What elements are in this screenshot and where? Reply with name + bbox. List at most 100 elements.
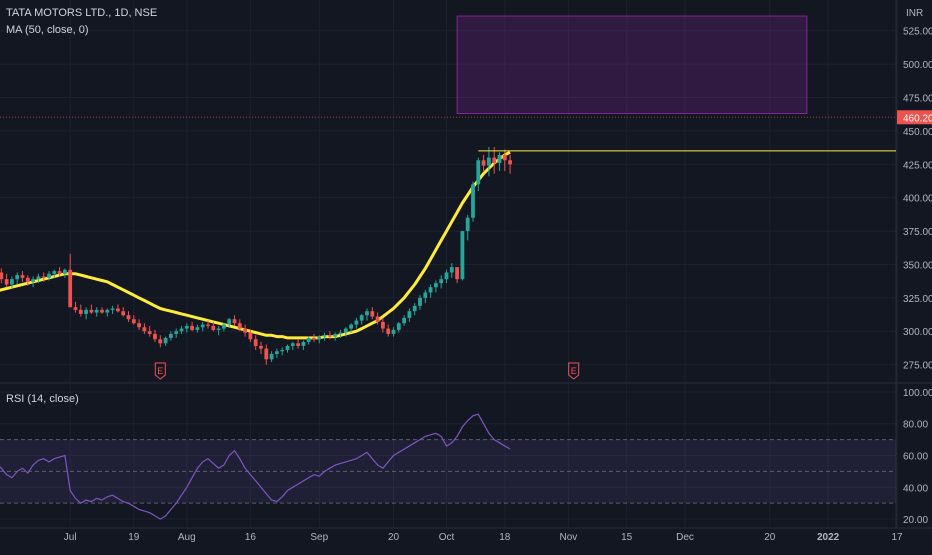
- candle-body[interactable]: [105, 309, 110, 313]
- candle-body[interactable]: [137, 323, 141, 328]
- candle-body[interactable]: [47, 273, 51, 278]
- candle-body[interactable]: [10, 279, 14, 285]
- candle-body[interactable]: [508, 160, 512, 165]
- last-price-tag[interactable]: [897, 110, 932, 125]
- candle-body[interactable]: [439, 279, 444, 284]
- candle-body[interactable]: [253, 339, 258, 346]
- candle-body[interactable]: [63, 269, 67, 274]
- candle-body[interactable]: [195, 327, 200, 330]
- candle-body[interactable]: [365, 311, 369, 316]
- candle-body[interactable]: [4, 279, 9, 285]
- candle-body[interactable]: [57, 271, 62, 274]
- candle-body[interactable]: [375, 316, 380, 322]
- candle-body[interactable]: [465, 217, 470, 232]
- candle-body[interactable]: [412, 305, 417, 312]
- candle-body[interactable]: [370, 311, 375, 317]
- candle-body[interactable]: [110, 308, 115, 310]
- candle-body[interactable]: [455, 267, 459, 280]
- candle-body[interactable]: [481, 160, 486, 166]
- candle-body[interactable]: [396, 323, 401, 330]
- candle-body[interactable]: [84, 309, 88, 314]
- candle-body[interactable]: [428, 287, 433, 293]
- candle-body[interactable]: [492, 157, 497, 163]
- candle-body[interactable]: [338, 332, 343, 334]
- candle-body[interactable]: [227, 319, 232, 325]
- candle-body[interactable]: [264, 348, 269, 360]
- candle-body[interactable]: [349, 324, 353, 329]
- candle-body[interactable]: [15, 275, 20, 280]
- candle-body[interactable]: [301, 341, 306, 346]
- candle-body[interactable]: [423, 292, 428, 298]
- candle-body[interactable]: [306, 337, 311, 342]
- candle-body[interactable]: [36, 276, 41, 280]
- candle-body[interactable]: [131, 319, 136, 324]
- candle-body[interactable]: [259, 345, 263, 349]
- candle-body[interactable]: [280, 349, 285, 352]
- candle-body[interactable]: [25, 277, 30, 282]
- candle-body[interactable]: [153, 333, 157, 340]
- candle-body[interactable]: [359, 315, 364, 321]
- candle-body[interactable]: [68, 269, 73, 308]
- candle-body[interactable]: [402, 317, 406, 324]
- candle-body[interactable]: [142, 327, 147, 332]
- time-axis[interactable]: Jul 19 Aug 16 Sep 20 Oct 18 Nov 15 Dec 20 2022 17: [64, 532, 903, 543]
- candle-body[interactable]: [354, 320, 359, 325]
- candle-body[interactable]: [169, 333, 173, 338]
- candle-body[interactable]: [322, 335, 327, 337]
- candle-body[interactable]: [343, 328, 348, 333]
- candle-body[interactable]: [52, 271, 57, 274]
- candle-body[interactable]: [232, 319, 237, 324]
- candle-body[interactable]: [386, 328, 391, 334]
- consolidation-box[interactable]: [456, 15, 808, 115]
- candle-body[interactable]: [179, 328, 184, 332]
- candle-body[interactable]: [502, 154, 507, 161]
- candle-body[interactable]: [222, 324, 226, 329]
- candle-body[interactable]: [78, 309, 83, 314]
- candle-body[interactable]: [147, 331, 152, 334]
- rsi-line[interactable]: [0, 413, 511, 520]
- candle-body[interactable]: [200, 324, 205, 328]
- candle-body[interactable]: [126, 315, 131, 320]
- candle-body[interactable]: [73, 307, 78, 310]
- price-axis[interactable]: 525.00 500.00 475.00 450.00 425.00 400.00 375.…: [897, 8, 932, 526]
- candle-body[interactable]: [158, 339, 163, 344]
- candle-body[interactable]: [0, 272, 4, 280]
- candle-body[interactable]: [333, 333, 338, 337]
- candle-body[interactable]: [497, 154, 502, 163]
- candle-body[interactable]: [237, 323, 242, 329]
- candle-body[interactable]: [174, 331, 179, 334]
- candle-body[interactable]: [116, 308, 120, 312]
- candle-body[interactable]: [407, 311, 412, 318]
- candle-body[interactable]: [163, 337, 168, 344]
- candle-body[interactable]: [269, 353, 274, 360]
- candle-body[interactable]: [317, 336, 322, 340]
- candle-body[interactable]: [248, 332, 253, 340]
- candle-body[interactable]: [328, 335, 332, 337]
- candle-body[interactable]: [100, 309, 104, 313]
- candle-body[interactable]: [121, 311, 126, 316]
- candle-body[interactable]: [89, 309, 94, 313]
- candle-body[interactable]: [206, 324, 210, 326]
- candle-body[interactable]: [460, 231, 465, 280]
- earnings-badge-icon[interactable]: [568, 362, 580, 380]
- moving-average-line[interactable]: [0, 150, 511, 340]
- candle-body[interactable]: [449, 267, 454, 273]
- candle-body[interactable]: [94, 309, 99, 313]
- earnings-badge-icon[interactable]: [154, 362, 166, 380]
- candle-body[interactable]: [41, 276, 46, 278]
- candle-body[interactable]: [190, 325, 194, 330]
- candle-body[interactable]: [476, 160, 481, 185]
- candle-body[interactable]: [20, 275, 25, 278]
- candle-body[interactable]: [275, 351, 279, 354]
- candle-body[interactable]: [296, 343, 300, 346]
- candle-body[interactable]: [216, 328, 221, 330]
- candle-body[interactable]: [487, 157, 491, 166]
- candle-body[interactable]: [243, 328, 247, 333]
- candle-body[interactable]: [31, 279, 35, 282]
- candle-body[interactable]: [418, 297, 422, 306]
- candle-body[interactable]: [290, 343, 295, 346]
- candle-body[interactable]: [434, 283, 438, 288]
- candle-body[interactable]: [312, 337, 316, 340]
- candle-body[interactable]: [211, 325, 216, 330]
